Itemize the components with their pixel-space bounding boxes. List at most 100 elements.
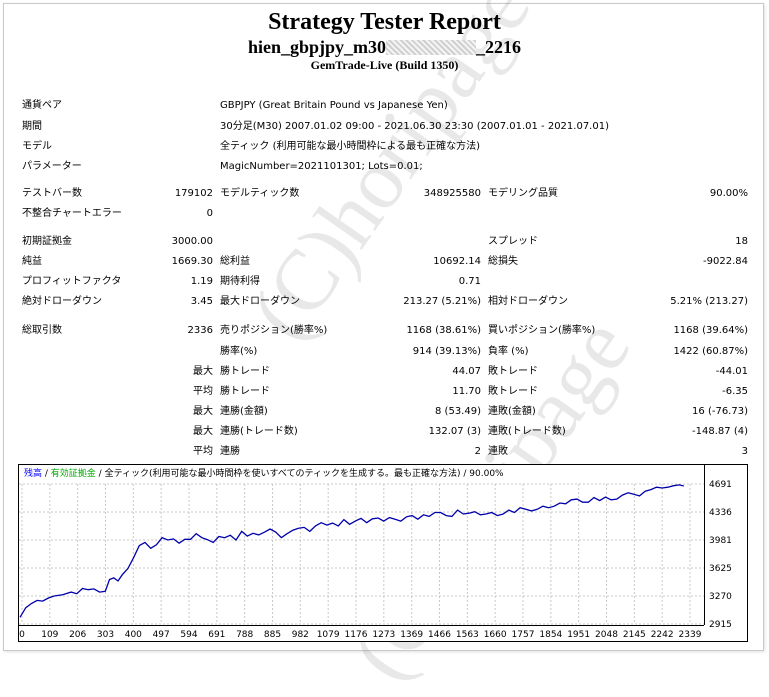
spread-value: 18 [735,236,748,247]
gross-loss-value: -9022.84 [703,256,748,267]
loss-rate-label: 負率 (%) [488,346,529,357]
consec-wins-money-label: 連勝(金額) [220,406,268,417]
period-label: 期間 [22,121,42,132]
consec-wins-trades-value: 132.07 (3) [428,426,481,437]
legend-sep-1: / [42,469,51,479]
relative-drawdown-label: 相対ドローダウン [488,296,568,307]
x-tick-label: 303 [97,630,114,640]
absolute-drawdown-label: 絶対ドローダウン [22,296,102,307]
x-tick-label: 1854 [539,630,562,640]
legend-sep-3: / [461,469,470,479]
consec-losses-trades-value: -148.87 (4) [692,426,748,437]
x-tick-label: 982 [292,630,309,640]
y-tick-label: 3270 [709,592,732,602]
long-positions-label: 買いポジション(勝率%) [488,325,596,336]
period-value: 30分足(M30) 2007.01.02 09:00 - 2021.06.30 … [220,121,609,132]
chart-plot-area [19,465,705,625]
net-profit-value: 1669.30 [171,256,213,267]
short-positions-value: 1168 (38.61%) [406,325,481,336]
x-tick-label: 1660 [484,630,507,640]
spread-label: スプレッド [488,236,538,247]
consec-wins-trades-label: 連勝(トレード数) [220,426,298,437]
x-tick-label: 594 [180,630,197,640]
avg-consec-label: 平均 [193,446,213,457]
short-positions-label: 売りポジション(勝率%) [220,325,328,336]
x-tick-label: 788 [236,630,253,640]
avg-consec-losses-value: 3 [741,446,748,457]
consec-wins-money-value: 8 (53.49) [435,406,481,417]
y-tick-label: 4336 [709,508,732,518]
ticks-label: モデルティック数 [220,188,300,199]
redacted-block [386,40,477,55]
largest-loss-value: -44.01 [715,366,748,377]
x-tick-label: 497 [153,630,170,640]
parameters-label: パラメーター [22,161,82,172]
symbol-label: 通貨ペア [22,100,62,111]
largest-profit-label: 勝トレード [220,366,270,377]
y-tick-label: 2915 [709,620,732,630]
x-tick-label: 2048 [595,630,618,640]
deposit-value: 3000.00 [171,236,213,247]
legend-model: 全ティック(利用可能な最小時間枠を使いすべてのティックを生成する。最も正確な方法… [105,467,461,479]
x-tick-label: 691 [208,630,225,640]
build-info: GemTrade-Live (Build 1350) [310,58,459,72]
largest-loss-label: 敗トレード [488,366,538,377]
x-tick-label: 1757 [512,630,535,640]
parameters-value: MagicNumber=2021101301; Lots=0.01; [220,161,423,172]
x-tick-label: 1563 [456,630,479,640]
absolute-drawdown-value: 3.45 [190,296,213,307]
consec-losses-trades-label: 連敗(トレード数) [488,426,566,437]
expected-payoff-value: 0.71 [458,276,481,287]
x-tick-label: 109 [41,630,58,640]
balance-line [19,484,684,618]
win-rate-value: 914 (39.13%) [412,346,481,357]
balance-chart-svg: 4691 4336 3981 3625 3270 2915 0 109 206 303 400 49… [18,464,748,642]
long-positions-value: 1168 (39.64%) [673,325,748,336]
bars-label: テストバー数 [22,188,82,199]
avg-consec-wins-label: 連勝 [220,446,240,457]
legend-sep-2: / [96,469,105,479]
x-tick-label: 206 [69,630,86,640]
max-drawdown-value: 213.27 (5.21%) [403,296,481,307]
loss-rate-value: 1422 (60.87%) [673,346,748,357]
chart-x-ticks: 0 109 206 303 400 497 594 691 788 885 982 1079 1176 1… [19,630,702,640]
chart-grid [19,483,704,625]
report-title: Strategy Tester Report [268,9,501,35]
quality-label: モデリング品質 [488,188,558,199]
symbol-value: GBPJPY (Great Britain Pound vs Japanese … [220,100,448,111]
report-subtitle: hien_gbpjpy_m30 _2216 [0,37,769,58]
x-tick-label: 1951 [567,630,590,640]
chart-series-layer [19,484,684,618]
chart-legend: 残高 / 有効証拠金 / 全ティック(利用可能な最小時間枠を使いすべてのティック… [24,467,504,479]
legend-equity: 有効証拠金 [51,467,96,479]
average-label: 平均 [193,386,213,397]
legend-quality: 90.00% [469,469,504,479]
deposit-label: 初期証拠金 [22,236,72,247]
x-tick-label: 1273 [372,630,395,640]
balance-chart: 4691 4336 3981 3625 3270 2915 0 109 206 303 400 49… [18,464,748,642]
report-frame [3,3,764,651]
max-consec-trades-label: 最大 [193,426,213,437]
bars-value: 179102 [174,188,213,199]
model-label: モデル [22,141,52,152]
relative-drawdown-value: 5.21% (213.27) [670,296,748,307]
x-tick-label: 1079 [317,630,340,640]
model-value: 全ティック (利用可能な最小時間枠による最も正確な方法) [220,141,481,152]
max-consec-money-label: 最大 [193,406,213,417]
expected-payoff-label: 期待利得 [220,276,260,287]
consec-losses-money-value: 16 (-76.73) [692,406,748,417]
y-tick-label: 3625 [709,564,732,574]
x-tick-label: 0 [19,630,25,640]
y-tick-label: 4691 [709,480,732,490]
mismatch-value: 0 [206,208,213,219]
total-trades-label: 総取引数 [22,325,62,336]
win-rate-label: 勝率(%) [220,346,258,357]
x-tick-label: 1369 [400,630,423,640]
x-tick-label: 2242 [651,630,674,640]
mismatch-label: 不整合チャートエラー [22,208,122,219]
average-loss-value: -6.35 [722,386,748,397]
x-tick-label: 2145 [623,630,646,640]
average-profit-value: 11.70 [452,386,481,397]
largest-profit-value: 44.07 [452,366,481,377]
x-tick-label: 400 [125,630,142,640]
